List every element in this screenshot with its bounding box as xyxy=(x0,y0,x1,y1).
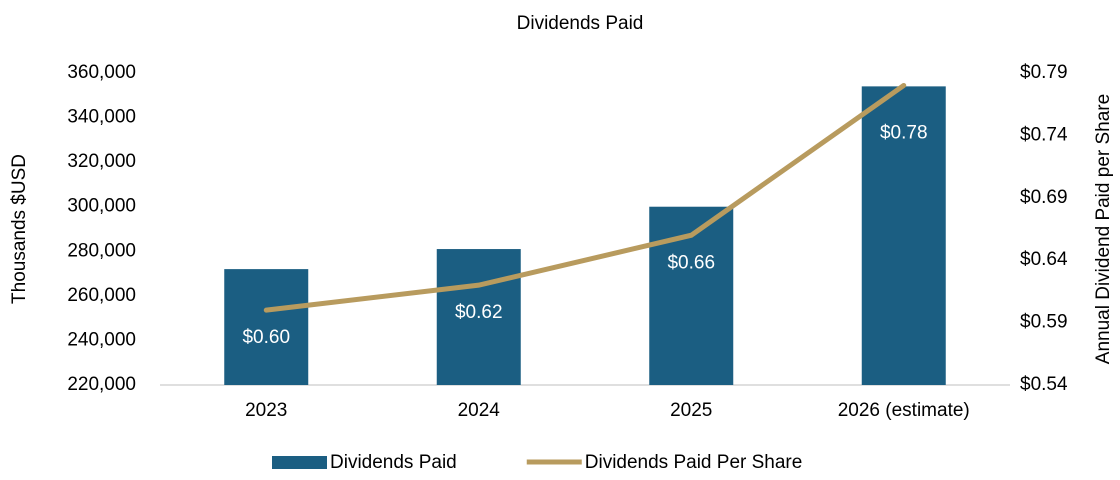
y-tick-label: 240,000 xyxy=(67,329,136,350)
y2-axis-label: Annual Dividend Paid per Share xyxy=(1093,94,1114,364)
y2-tick-label: $0.64 xyxy=(1020,249,1068,270)
y2-tick-label: $0.69 xyxy=(1020,187,1068,208)
x-tick-label: 2023 xyxy=(245,400,287,421)
y2-tick-label: $0.54 xyxy=(1020,374,1068,395)
y-tick-label: 300,000 xyxy=(67,196,136,217)
y-tick-label: 360,000 xyxy=(67,62,136,83)
line xyxy=(263,82,907,313)
data-label: $0.66 xyxy=(667,252,715,273)
y-tick-label: 260,000 xyxy=(67,285,136,306)
y-tick-label: 220,000 xyxy=(67,374,136,395)
x-tick-label: 2025 xyxy=(670,400,712,421)
y2-tick-label: $0.74 xyxy=(1020,124,1068,145)
legend-label: Dividends Paid xyxy=(330,452,457,473)
legend-label: Dividends Paid Per Share xyxy=(585,452,803,473)
legend-swatch xyxy=(272,456,327,469)
y-axis-label: Thousands $USD xyxy=(9,154,30,304)
chart-title: Dividends Paid xyxy=(517,13,644,34)
y-tick-label: 280,000 xyxy=(67,240,136,261)
y-tick-label: 320,000 xyxy=(67,151,136,172)
bar xyxy=(436,249,521,385)
y2-tick-label: $0.59 xyxy=(1020,312,1068,333)
bar xyxy=(224,269,309,385)
y-tick-label: 340,000 xyxy=(67,107,136,128)
data-label: $0.60 xyxy=(242,327,290,348)
bar xyxy=(861,86,946,385)
x-tick-label: 2026 (estimate) xyxy=(838,400,970,421)
y2-tick-label: $0.79 xyxy=(1020,62,1068,83)
x-tick-label: 2024 xyxy=(458,400,501,421)
data-label: $0.78 xyxy=(880,122,928,143)
data-label: $0.62 xyxy=(455,302,503,323)
